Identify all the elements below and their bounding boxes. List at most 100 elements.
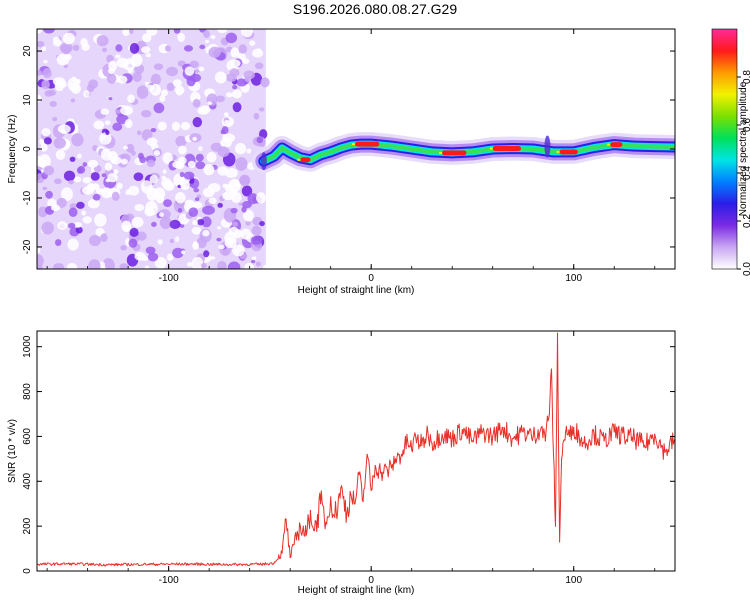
snr-point xyxy=(471,440,474,442)
noise-blob xyxy=(189,60,199,69)
noise-blob xyxy=(96,35,109,47)
noise-blob xyxy=(154,256,167,269)
noise-blob xyxy=(101,258,115,269)
colorbar-label: Normalized spectral amplitude xyxy=(738,81,749,216)
snr-point xyxy=(334,516,336,518)
noise-blob xyxy=(99,261,106,269)
colorbar-tick-label: 0.2 xyxy=(742,214,750,228)
noise-region xyxy=(37,29,270,269)
noise-blob xyxy=(184,66,195,76)
noise-blob xyxy=(75,226,83,234)
noise-blob xyxy=(177,145,187,155)
noise-blob xyxy=(217,260,227,269)
noise-blob xyxy=(169,219,181,230)
noise-blob xyxy=(115,109,121,114)
snr-point xyxy=(573,426,575,429)
noise-blob xyxy=(100,108,110,115)
noise-blob xyxy=(188,207,199,217)
noise-blob xyxy=(56,53,70,66)
noise-blob xyxy=(59,80,67,88)
snr-point xyxy=(415,435,417,438)
snr-point xyxy=(654,433,656,435)
noise-blob xyxy=(217,202,223,208)
noise-blob xyxy=(57,124,71,134)
noise-blob xyxy=(232,221,239,227)
snr-y-tick-label: 1000 xyxy=(22,335,33,358)
noise-blob xyxy=(183,171,195,180)
noise-blob xyxy=(41,46,47,52)
noise-blob xyxy=(159,95,166,102)
snr-point xyxy=(492,435,494,438)
snr-point xyxy=(613,431,615,433)
snr-point xyxy=(374,464,376,467)
noise-blob xyxy=(87,198,100,209)
noise-blob xyxy=(232,102,242,113)
snr-point xyxy=(107,564,109,566)
noise-blob xyxy=(225,92,233,98)
noise-blob xyxy=(69,203,77,210)
noise-blob xyxy=(77,165,86,174)
noise-blob xyxy=(141,46,151,54)
signal-peak xyxy=(354,141,380,147)
noise-blob xyxy=(175,161,185,170)
noise-blob xyxy=(82,162,88,167)
snr-point xyxy=(285,518,287,521)
noise-blob xyxy=(250,235,263,245)
noise-blob xyxy=(68,180,74,185)
noise-blob xyxy=(37,29,42,34)
noise-blob xyxy=(260,77,270,88)
noise-blob xyxy=(99,132,112,145)
noise-blob xyxy=(43,29,55,34)
noise-blob xyxy=(120,244,127,251)
snr-point xyxy=(289,556,291,559)
snr-y-tick-label: 400 xyxy=(22,473,33,490)
noise-blob xyxy=(87,159,99,168)
noise-blob xyxy=(175,135,187,147)
signal-peak xyxy=(442,150,467,156)
snr-point xyxy=(188,563,190,565)
snr-x-tick-label: 0 xyxy=(368,575,374,586)
noise-blob xyxy=(162,152,173,165)
snr-y-tick-label: 800 xyxy=(22,383,33,400)
noise-blob xyxy=(100,148,112,161)
signal-peak-edge xyxy=(607,143,611,146)
noise-blob xyxy=(66,262,78,269)
noise-blob xyxy=(133,172,144,181)
snr-point xyxy=(273,562,275,564)
noise-blob xyxy=(129,43,140,54)
noise-blob xyxy=(255,261,261,267)
noise-blob xyxy=(150,83,162,96)
noise-blob xyxy=(37,246,41,254)
snr-point xyxy=(394,458,397,460)
noise-blob xyxy=(169,238,174,244)
noise-blob xyxy=(113,169,119,175)
snr-point xyxy=(481,431,484,433)
noise-blob xyxy=(230,59,241,68)
noise-blob xyxy=(192,241,200,250)
spectrogram-y-tick-label: 0 xyxy=(22,146,33,152)
noise-blob xyxy=(247,193,259,205)
noise-blob xyxy=(68,222,76,229)
noise-blob xyxy=(175,192,186,204)
noise-blob xyxy=(132,71,142,83)
noise-blob xyxy=(232,85,238,90)
noise-blob xyxy=(192,136,197,141)
noise-blob xyxy=(240,228,252,240)
noise-blob xyxy=(116,182,123,190)
snr-point xyxy=(313,530,316,532)
noise-blob xyxy=(241,206,247,213)
snr-point xyxy=(350,494,352,496)
noise-blob xyxy=(92,193,101,201)
noise-blob xyxy=(54,178,62,185)
snr-point xyxy=(512,438,514,440)
noise-blob xyxy=(61,44,72,55)
noise-blob xyxy=(71,133,84,147)
snr-point xyxy=(550,368,553,370)
noise-blob xyxy=(251,256,257,261)
noise-blob xyxy=(224,231,237,245)
snr-y-tick-label: 200 xyxy=(22,517,33,534)
noise-blob xyxy=(76,201,85,209)
noise-blob xyxy=(222,183,229,189)
colorbar-gradient xyxy=(712,29,737,269)
